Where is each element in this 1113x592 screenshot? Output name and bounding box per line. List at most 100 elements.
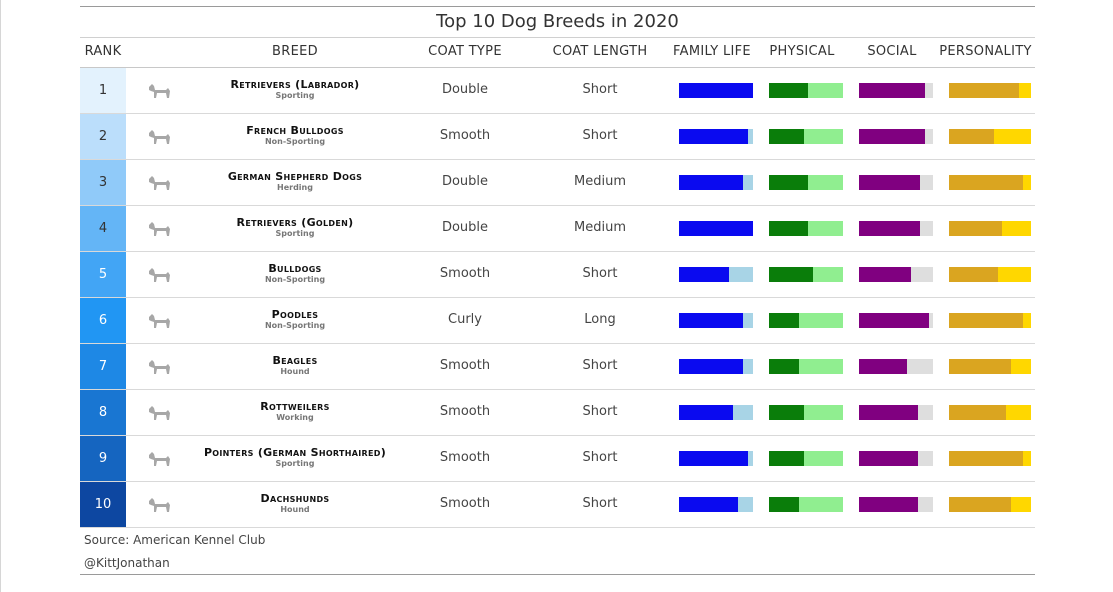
- table-row: 4 Retrievers (Golden) Sporting Double Medium: [80, 206, 1035, 252]
- breed-name: Rottweilers: [260, 400, 330, 413]
- breed-group: Hound: [280, 367, 310, 376]
- header-coat-length: COAT LENGTH: [552, 44, 648, 59]
- family-life-bar: [679, 175, 753, 190]
- social-bar-fill: [859, 359, 908, 374]
- personality-bar-remainder: [1010, 497, 1031, 512]
- header-personality: PERSONALITY: [939, 44, 1032, 59]
- coat-length-cell: Short: [582, 404, 618, 419]
- author-handle: @KittJonathan: [84, 556, 170, 570]
- social-bar-fill: [859, 129, 925, 144]
- dog-icon: [146, 400, 174, 424]
- table-row: 7 Beagles Hound Smooth Short: [80, 344, 1035, 390]
- dog-icon: [146, 308, 174, 332]
- social-bar-fill: [859, 313, 930, 328]
- personality-bar-fill: [949, 405, 1007, 420]
- personality-bar-fill: [949, 359, 1011, 374]
- physical-bar-fill: [769, 359, 799, 374]
- family-life-bar: [679, 497, 753, 512]
- personality-bar: [949, 83, 1031, 98]
- coat-type-cell: Double: [441, 220, 489, 235]
- family-life-bar: [679, 83, 753, 98]
- table-row: 1 Retrievers (Labrador) Sporting Double Shor…: [80, 68, 1035, 114]
- personality-bar-fill: [949, 129, 995, 144]
- breed-name: Beagles: [272, 354, 318, 367]
- header-physical: PHYSICAL: [769, 44, 835, 59]
- personality-bar: [949, 267, 1031, 282]
- social-bar: [859, 313, 933, 328]
- personality-bar-remainder: [1022, 313, 1031, 328]
- personality-bar: [949, 129, 1031, 144]
- breed-cell: Beagles Hound: [180, 354, 410, 376]
- table-row: 10 Dachshunds Hound Smooth Short: [80, 482, 1035, 528]
- family-life-bar: [679, 267, 753, 282]
- breed-name: Poodles: [271, 308, 319, 321]
- breed-group: Non-Sporting: [264, 275, 326, 284]
- coat-type-cell: Smooth: [439, 450, 491, 465]
- coat-length-cell: Medium: [574, 174, 626, 189]
- social-bar-fill: [859, 267, 911, 282]
- family-life-bar-fill: [679, 83, 753, 98]
- rank-cell: 5: [80, 252, 126, 297]
- personality-bar: [949, 359, 1031, 374]
- physical-bar-remainder: [803, 405, 843, 420]
- personality-bar-fill: [949, 83, 1019, 98]
- personality-bar-remainder: [1010, 359, 1031, 374]
- chart-title: Top 10 Dog Breeds in 2020: [436, 11, 679, 32]
- personality-bar: [949, 313, 1031, 328]
- physical-bar-fill: [769, 405, 804, 420]
- social-bar-fill: [859, 405, 919, 420]
- physical-bar: [769, 359, 843, 374]
- physical-bar: [769, 451, 843, 466]
- coat-type-cell: Smooth: [439, 128, 491, 143]
- coat-length-cell: Medium: [574, 220, 626, 235]
- coat-length-cell: Short: [582, 450, 618, 465]
- physical-bar-fill: [769, 497, 799, 512]
- family-life-bar-fill: [679, 359, 744, 374]
- dog-icon: [146, 492, 174, 516]
- breed-group: Sporting: [275, 229, 315, 238]
- personality-bar-fill: [949, 313, 1023, 328]
- social-bar-fill: [859, 83, 925, 98]
- breed-cell: Dachshunds Hound: [180, 492, 410, 514]
- social-bar-remainder: [907, 359, 933, 374]
- dog-icon: [146, 124, 174, 148]
- family-life-bar-remainder: [733, 405, 753, 420]
- family-life-bar: [679, 221, 753, 236]
- family-life-bar: [679, 451, 753, 466]
- breed-group: Herding: [277, 183, 313, 192]
- coat-type-cell: Smooth: [439, 358, 491, 373]
- social-bar-fill: [859, 221, 921, 236]
- social-bar-remainder: [924, 129, 933, 144]
- breed-cell: Pointers (German Shorthaired) Sporting: [180, 446, 410, 468]
- physical-bar: [769, 129, 843, 144]
- social-bar-remainder: [910, 267, 933, 282]
- dog-icon: [146, 170, 174, 194]
- family-life-bar-fill: [679, 497, 739, 512]
- family-life-bar-remainder: [743, 313, 753, 328]
- breed-cell: German Shepherd Dogs Herding: [180, 170, 410, 192]
- rank-cell: 3: [80, 160, 126, 205]
- family-life-bar-remainder: [743, 359, 753, 374]
- personality-bar-fill: [949, 497, 1011, 512]
- dog-icon: [146, 216, 174, 240]
- social-bar-fill: [859, 175, 921, 190]
- family-life-bar-remainder: [738, 497, 753, 512]
- dog-icon: [146, 446, 174, 470]
- breed-name: German Shepherd Dogs: [227, 170, 363, 183]
- personality-bar-remainder: [1002, 221, 1031, 236]
- coat-length-cell: Short: [582, 496, 618, 511]
- breed-cell: Poodles Non-Sporting: [180, 308, 410, 330]
- family-life-bar-remainder: [728, 267, 753, 282]
- table-row: 3 German Shepherd Dogs Herding Double Medium: [80, 160, 1035, 206]
- breed-cell: Retrievers (Labrador) Sporting: [180, 78, 410, 100]
- table-row: 8 Rottweilers Working Smooth Short: [80, 390, 1035, 436]
- physical-bar: [769, 83, 843, 98]
- physical-bar-remainder: [803, 129, 843, 144]
- social-bar-remainder: [929, 313, 933, 328]
- breed-name: Retrievers (Golden): [236, 216, 354, 229]
- personality-bar-remainder: [1022, 451, 1031, 466]
- family-life-bar-fill: [679, 221, 753, 236]
- family-life-bar-fill: [679, 313, 744, 328]
- header-social: SOCIAL: [867, 44, 917, 59]
- coat-length-cell: Short: [582, 358, 618, 373]
